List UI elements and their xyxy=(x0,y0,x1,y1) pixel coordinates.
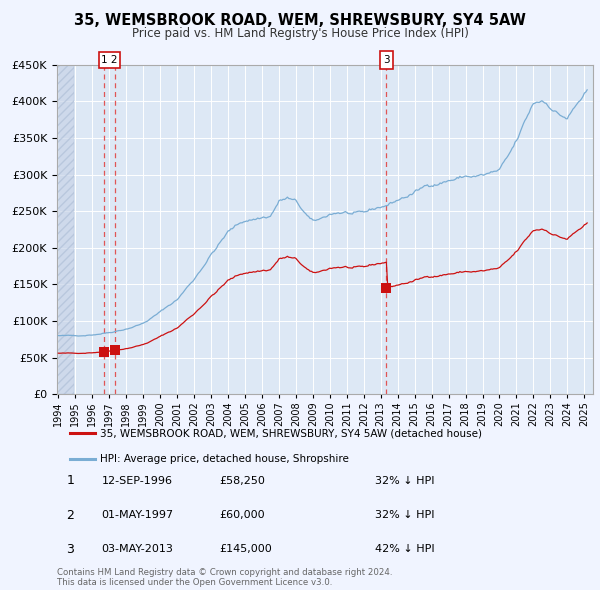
Text: 3: 3 xyxy=(383,55,390,65)
Text: 1 2: 1 2 xyxy=(101,55,118,65)
Text: 35, WEMSBROOK ROAD, WEM, SHREWSBURY, SY4 5AW: 35, WEMSBROOK ROAD, WEM, SHREWSBURY, SY4… xyxy=(74,13,526,28)
Text: 42% ↓ HPI: 42% ↓ HPI xyxy=(375,545,434,554)
Text: £58,250: £58,250 xyxy=(219,476,265,486)
Text: Contains HM Land Registry data © Crown copyright and database right 2024.: Contains HM Land Registry data © Crown c… xyxy=(57,568,392,577)
Text: 03-MAY-2013: 03-MAY-2013 xyxy=(101,545,173,554)
Text: 01-MAY-1997: 01-MAY-1997 xyxy=(101,510,173,520)
Text: 32% ↓ HPI: 32% ↓ HPI xyxy=(375,510,434,520)
Text: 1: 1 xyxy=(66,474,74,487)
Text: 2: 2 xyxy=(66,509,74,522)
Text: £60,000: £60,000 xyxy=(219,510,265,520)
Text: 32% ↓ HPI: 32% ↓ HPI xyxy=(375,476,434,486)
Text: 35, WEMSBROOK ROAD, WEM, SHREWSBURY, SY4 5AW (detached house): 35, WEMSBROOK ROAD, WEM, SHREWSBURY, SY4… xyxy=(100,428,482,438)
Bar xyxy=(25,65,74,394)
Text: Price paid vs. HM Land Registry's House Price Index (HPI): Price paid vs. HM Land Registry's House … xyxy=(131,27,469,40)
Text: 3: 3 xyxy=(66,543,74,556)
Text: This data is licensed under the Open Government Licence v3.0.: This data is licensed under the Open Gov… xyxy=(57,578,332,587)
Text: HPI: Average price, detached house, Shropshire: HPI: Average price, detached house, Shro… xyxy=(100,454,349,464)
Text: 12-SEP-1996: 12-SEP-1996 xyxy=(101,476,172,486)
Text: £145,000: £145,000 xyxy=(219,545,272,554)
